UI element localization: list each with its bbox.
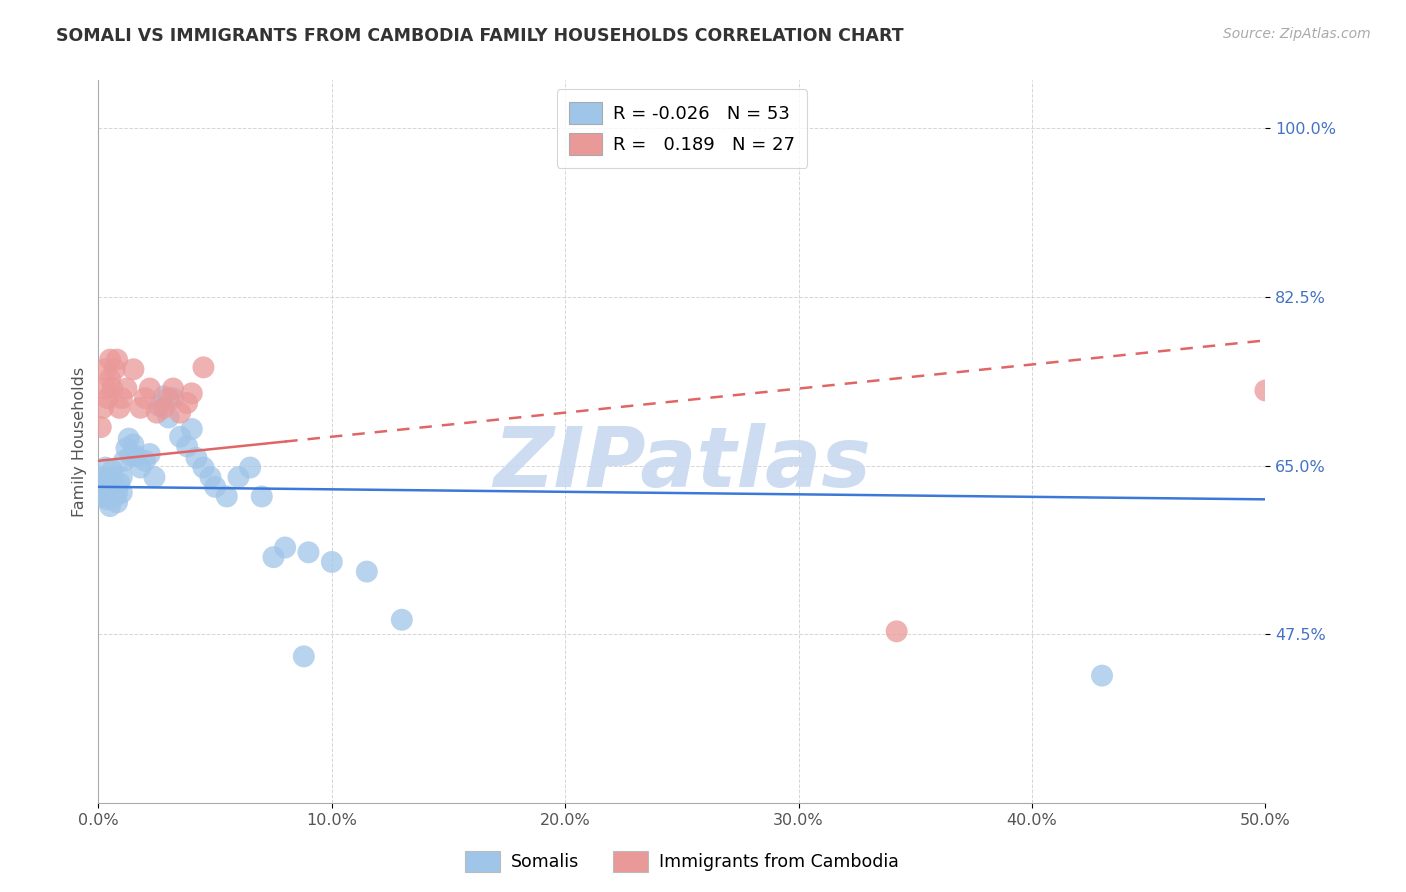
Point: [193, 360, 215, 375]
Point: [162, 382, 184, 396]
Point: [215, 490, 238, 504]
Point: [146, 406, 169, 420]
Point: [97, 483, 120, 497]
Point: [169, 406, 191, 420]
Point: [91, 480, 114, 494]
Point: [94, 460, 117, 475]
Point: [139, 447, 162, 461]
Point: [152, 401, 174, 415]
Point: [94, 485, 117, 500]
Text: SOMALI VS IMMIGRANTS FROM CAMBODIA FAMILY HOUSEHOLDS CORRELATION CHART: SOMALI VS IMMIGRANTS FROM CAMBODIA FAMIL…: [56, 27, 904, 45]
Point: [143, 470, 166, 484]
Legend: Somalis, Immigrants from Cambodia: Somalis, Immigrants from Cambodia: [457, 842, 907, 880]
Point: [98, 372, 121, 386]
Point: [94, 362, 117, 376]
Point: [250, 490, 273, 504]
Point: [180, 386, 202, 401]
Point: [108, 475, 131, 490]
Point: [200, 470, 222, 484]
Point: [90, 420, 112, 434]
Point: [180, 422, 202, 436]
Point: [118, 432, 141, 446]
Point: [98, 352, 121, 367]
Text: Source: ZipAtlas.com: Source: ZipAtlas.com: [1223, 27, 1371, 41]
Point: [139, 382, 162, 396]
Point: [104, 480, 127, 494]
Point: [90, 490, 112, 504]
Point: [101, 463, 124, 477]
Point: [321, 555, 343, 569]
Point: [239, 460, 262, 475]
Point: [148, 399, 170, 413]
Point: [91, 401, 114, 415]
Point: [120, 449, 142, 463]
Point: [98, 475, 121, 490]
Point: [112, 454, 135, 468]
Point: [94, 382, 117, 396]
Point: [104, 362, 127, 376]
Point: [111, 485, 134, 500]
Point: [176, 439, 198, 453]
Point: [111, 391, 134, 405]
Point: [169, 430, 191, 444]
Point: [98, 490, 121, 504]
Point: [105, 485, 128, 500]
Point: [101, 382, 124, 396]
Point: [274, 541, 297, 555]
Point: [105, 495, 128, 509]
Point: [1091, 668, 1114, 682]
Point: [125, 449, 148, 463]
Point: [1254, 384, 1277, 398]
Point: [356, 565, 378, 579]
Point: [94, 473, 117, 487]
Point: [176, 396, 198, 410]
Point: [391, 613, 413, 627]
Point: [134, 391, 156, 405]
Point: [297, 545, 319, 559]
Point: [115, 382, 138, 396]
Point: [157, 410, 180, 425]
Point: [91, 470, 114, 484]
Point: [157, 391, 180, 405]
Point: [152, 389, 174, 403]
Point: [129, 460, 152, 475]
Point: [111, 470, 134, 484]
Point: [193, 460, 215, 475]
Point: [134, 454, 156, 468]
Point: [108, 401, 131, 415]
Point: [162, 391, 184, 405]
Point: [101, 470, 124, 484]
Text: ZIPatlas: ZIPatlas: [494, 423, 870, 504]
Point: [98, 499, 121, 513]
Point: [97, 492, 120, 507]
Point: [228, 470, 250, 484]
Point: [204, 480, 226, 494]
Point: [129, 401, 152, 415]
Point: [122, 362, 145, 376]
Point: [262, 550, 284, 565]
Y-axis label: Family Households: Family Households: [72, 367, 87, 516]
Point: [122, 437, 145, 451]
Point: [105, 352, 128, 367]
Point: [104, 490, 127, 504]
Point: [886, 624, 908, 639]
Point: [115, 442, 138, 456]
Point: [97, 391, 120, 405]
Point: [186, 450, 208, 465]
Point: [292, 649, 315, 664]
